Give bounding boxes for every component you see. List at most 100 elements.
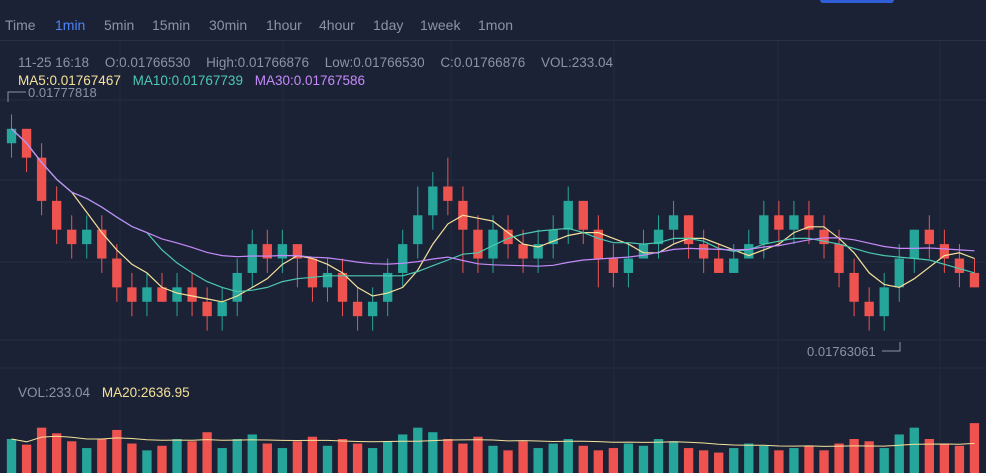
volume-bar <box>277 448 288 473</box>
volume-bar <box>503 450 513 473</box>
candle-body <box>789 215 799 230</box>
volume-bar <box>969 423 980 473</box>
volume-bar <box>6 439 17 473</box>
volume-bar <box>127 443 137 473</box>
volume-bar <box>518 441 528 473</box>
ma5-value: MA5:0.01767467 <box>18 73 121 88</box>
candle-body <box>307 258 318 288</box>
volume-bar <box>924 439 935 473</box>
tab-1week[interactable]: 1week <box>420 17 461 33</box>
volume-bar <box>668 441 679 473</box>
ma30-value: MA30:0.01767586 <box>254 73 366 88</box>
volume-bar <box>367 448 378 473</box>
volume-bar <box>202 432 212 473</box>
candle-body <box>954 258 965 273</box>
candle-body <box>82 229 92 245</box>
candle-body <box>262 244 272 259</box>
candle-body <box>473 229 483 259</box>
tab-time[interactable]: Time <box>5 17 36 33</box>
tab-1min[interactable]: 1min <box>55 17 86 33</box>
min-marker-line <box>882 342 901 352</box>
candle-body <box>36 157 47 201</box>
volume-bar <box>458 443 468 473</box>
ma30-line <box>11 128 975 267</box>
volume-bar <box>383 441 393 473</box>
volume-bar <box>21 444 32 473</box>
tab-30min[interactable]: 30min <box>209 17 248 33</box>
tab-1hour[interactable]: 1hour <box>266 17 302 33</box>
candle-body <box>383 272 393 302</box>
tab-1mon[interactable]: 1mon <box>478 17 514 33</box>
tab-4hour[interactable]: 4hour <box>319 17 355 33</box>
candle-body <box>488 229 498 259</box>
volume-bar <box>262 443 272 473</box>
candle-body <box>142 287 152 302</box>
candle-body <box>804 215 814 230</box>
candle-body <box>67 229 77 245</box>
volume-bar <box>578 445 588 473</box>
candle-body <box>714 258 724 273</box>
volume-bar <box>879 448 889 473</box>
candle-body <box>247 244 257 273</box>
candle-body <box>879 287 889 317</box>
volume-bar <box>51 433 62 473</box>
candles-layer <box>6 114 980 331</box>
volume-bar <box>97 439 107 473</box>
ma-readout: MA5:0.01767467 MA10:0.01767739 MA30:0.01… <box>18 73 373 88</box>
ohlc-readout: 11-25 16:18 O:0.01766530 High:0.01766876… <box>18 55 625 70</box>
candle-body <box>759 215 769 245</box>
volume-bar <box>653 439 664 473</box>
volume-bar <box>82 448 92 473</box>
candle-body <box>774 215 784 230</box>
candle-body <box>683 215 694 245</box>
candle-body <box>232 272 242 302</box>
candle-body <box>202 301 212 317</box>
candle-body <box>428 186 438 216</box>
volume-bar <box>337 439 348 473</box>
candle-body <box>698 244 709 259</box>
tab-1day[interactable]: 1day <box>373 17 404 33</box>
volume-bar <box>398 434 408 473</box>
ma10-value: MA10:0.01767739 <box>132 73 243 88</box>
candle-body <box>217 301 227 317</box>
ohlc-low: Low:0.01766530 <box>324 55 425 70</box>
candle-body <box>352 301 363 317</box>
volume-bar <box>864 441 874 473</box>
volume-bar <box>428 432 438 473</box>
volume-bar <box>759 445 769 473</box>
candle-body <box>834 244 844 273</box>
candle-body <box>608 258 619 273</box>
candle-body <box>157 287 167 302</box>
candle-body <box>819 229 829 245</box>
candle-body <box>668 215 679 230</box>
volume-bar <box>909 427 919 473</box>
volume-bar <box>247 434 257 473</box>
candle-body <box>638 244 649 259</box>
volume-bar <box>217 448 227 473</box>
candle-body <box>97 229 107 259</box>
ma-lines-layer <box>11 128 975 303</box>
candle-body <box>533 244 543 259</box>
volume-bar <box>443 439 453 473</box>
candle-body <box>172 287 182 302</box>
candle-body <box>623 258 634 273</box>
vol-ma20-line <box>11 435 975 447</box>
volume-bar <box>804 445 814 473</box>
volume-bar <box>142 450 152 473</box>
chart-grid <box>0 41 986 473</box>
tab-15min[interactable]: 15min <box>152 17 191 33</box>
volume-bar <box>819 450 829 473</box>
volume-bar <box>292 441 303 473</box>
volume-bar <box>683 448 694 473</box>
volume-bar <box>608 448 619 473</box>
candle-body <box>653 229 664 245</box>
candle-body <box>443 186 453 201</box>
volume-bar <box>789 448 799 473</box>
tab-5min[interactable]: 5min <box>104 17 135 33</box>
max-marker-line <box>7 91 26 102</box>
volume-bar <box>894 434 904 473</box>
volume-bar <box>67 441 77 473</box>
candle-body <box>292 244 303 259</box>
candle-body <box>322 272 333 288</box>
